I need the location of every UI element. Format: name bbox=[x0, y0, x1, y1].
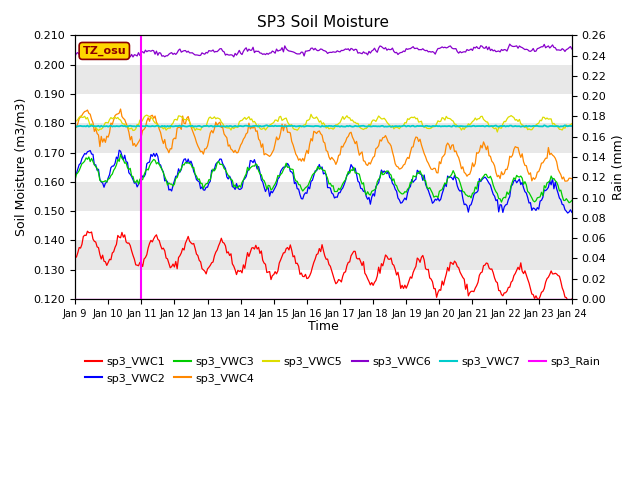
X-axis label: Time: Time bbox=[308, 320, 339, 333]
Bar bbox=[75, 94, 572, 123]
Text: TZ_osu: TZ_osu bbox=[83, 46, 126, 56]
Y-axis label: Soil Moisture (m3/m3): Soil Moisture (m3/m3) bbox=[15, 98, 28, 236]
Bar bbox=[75, 36, 572, 65]
Y-axis label: Rain (mm): Rain (mm) bbox=[612, 134, 625, 200]
Bar bbox=[75, 153, 572, 182]
Legend: sp3_VWC1, sp3_VWC2, sp3_VWC3, sp3_VWC4, sp3_VWC5, sp3_VWC6, sp3_VWC7, sp3_Rain: sp3_VWC1, sp3_VWC2, sp3_VWC3, sp3_VWC4, … bbox=[81, 352, 605, 388]
Bar bbox=[75, 270, 572, 299]
Bar bbox=[75, 211, 572, 240]
Title: SP3 Soil Moisture: SP3 Soil Moisture bbox=[257, 15, 389, 30]
